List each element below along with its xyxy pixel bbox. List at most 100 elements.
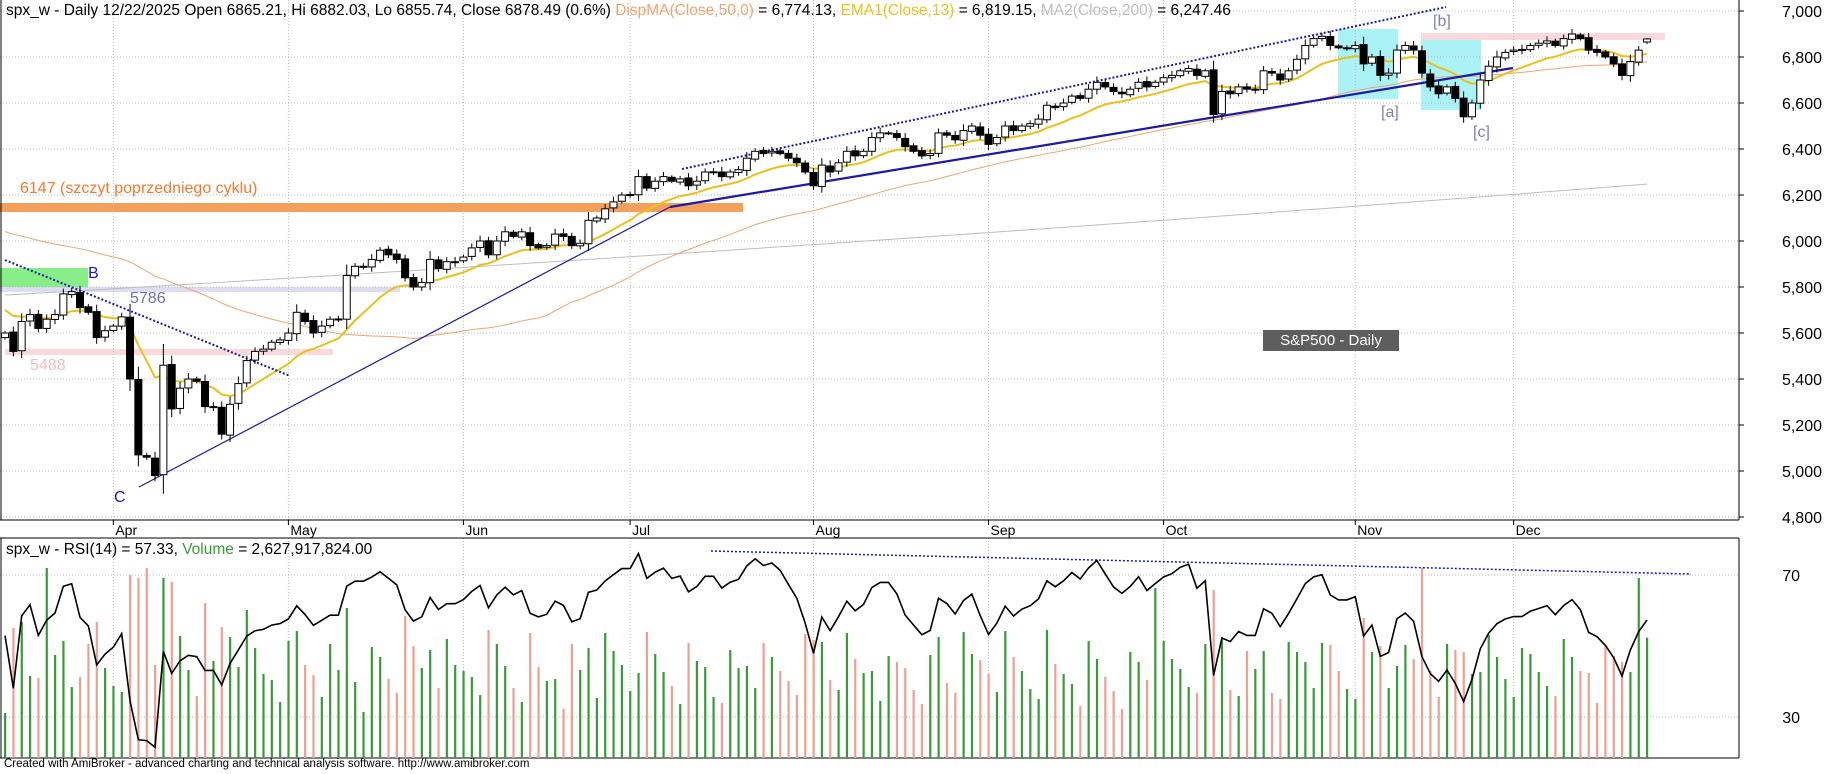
candle-body	[601, 208, 610, 220]
candle-body	[1301, 45, 1310, 60]
volume-bar	[220, 627, 223, 758]
candle-body	[576, 242, 585, 247]
candle-body	[309, 320, 318, 334]
candle	[442, 257, 451, 274]
volume-bar	[1012, 657, 1015, 758]
candle	[559, 228, 568, 242]
level-5488-label: 5488	[30, 357, 66, 374]
candle	[601, 204, 610, 224]
candle	[167, 355, 176, 417]
month-label: Sep	[991, 522, 1016, 538]
candle-body	[951, 134, 960, 141]
volume-bar	[879, 701, 882, 758]
candle-body	[1176, 70, 1185, 77]
candle-body	[1217, 91, 1226, 115]
candle-body	[1334, 45, 1343, 49]
candle-body	[1, 332, 9, 339]
candle	[1284, 67, 1293, 82]
price-tick-label: 5,800	[1782, 280, 1822, 297]
candle	[1559, 34, 1568, 50]
candle-body	[1617, 63, 1626, 76]
volume-bar	[237, 667, 240, 758]
candle	[492, 235, 501, 260]
volume-bar	[1204, 644, 1207, 758]
volume-bar	[595, 698, 598, 758]
candle	[151, 451, 160, 482]
candle-body	[784, 152, 793, 159]
candle	[1076, 92, 1085, 102]
candle	[59, 288, 68, 320]
candle	[476, 235, 485, 253]
volume-bar	[870, 671, 874, 758]
candle	[917, 147, 926, 160]
candle-body	[542, 245, 551, 248]
volume-bar	[120, 692, 123, 758]
volume-bar	[354, 682, 357, 758]
price-tick-label: 6,200	[1782, 188, 1822, 205]
candle-body	[1517, 48, 1526, 51]
candle-body	[642, 176, 651, 189]
candle-body	[1417, 50, 1426, 74]
candle-body	[226, 403, 235, 436]
candle	[692, 175, 701, 190]
candle-body	[801, 162, 810, 173]
volume-bar	[1145, 680, 1149, 758]
candle	[976, 122, 985, 140]
volume-bar	[404, 616, 407, 758]
volume-bar	[387, 679, 390, 758]
volume-bar	[54, 655, 57, 758]
candle-body	[1184, 68, 1193, 72]
volume-bar	[1129, 652, 1132, 758]
volume-bar	[1054, 664, 1057, 758]
candle-body	[792, 157, 801, 164]
candle	[317, 320, 326, 338]
volume-bar	[1337, 671, 1340, 758]
volume-bar	[129, 575, 132, 758]
candle	[909, 143, 918, 154]
volume-bar	[1029, 689, 1032, 758]
candle-body	[976, 126, 985, 136]
volume-bar	[1070, 684, 1074, 758]
volume-bar	[1604, 646, 1607, 758]
candle-body	[617, 194, 626, 202]
b-downtrend-line	[4, 259, 291, 377]
candle-body	[942, 132, 951, 136]
candle-body	[1351, 45, 1360, 50]
volume-bar	[1112, 691, 1115, 758]
candle-body	[767, 150, 776, 154]
trendline-from-c	[138, 206, 671, 488]
candle-body	[501, 231, 510, 242]
volume-bar	[1037, 699, 1040, 758]
candle	[217, 401, 226, 440]
volume-bar	[579, 670, 582, 758]
rsi-downtrend-line	[710, 550, 1692, 575]
candle	[226, 396, 235, 442]
volume-bar	[670, 686, 674, 758]
level-5786-label: 5786	[130, 290, 166, 307]
candle	[242, 355, 251, 388]
month-label: Nov	[1357, 522, 1382, 538]
volume-bar	[1345, 689, 1349, 758]
candle-body	[1609, 56, 1618, 65]
candle-body	[584, 219, 593, 245]
candle	[1001, 121, 1010, 142]
candle	[17, 313, 26, 358]
volume-bar	[1079, 706, 1082, 758]
candle-body	[609, 201, 618, 209]
candle	[1192, 64, 1201, 80]
candle	[634, 169, 643, 201]
candle-body	[817, 164, 826, 187]
candle-body	[217, 406, 226, 435]
candle-body	[734, 169, 743, 173]
volume-bar	[62, 641, 65, 758]
candle-body	[842, 150, 851, 163]
candle	[126, 303, 135, 391]
dispma-value: = 6,774.13,	[753, 2, 841, 19]
candle-body	[1459, 97, 1468, 118]
volume-bar	[812, 640, 815, 758]
volume-bar	[295, 631, 298, 758]
candle	[1092, 76, 1101, 95]
candle-body	[1267, 70, 1276, 74]
ema-value: = 6,819.15,	[954, 2, 1041, 19]
